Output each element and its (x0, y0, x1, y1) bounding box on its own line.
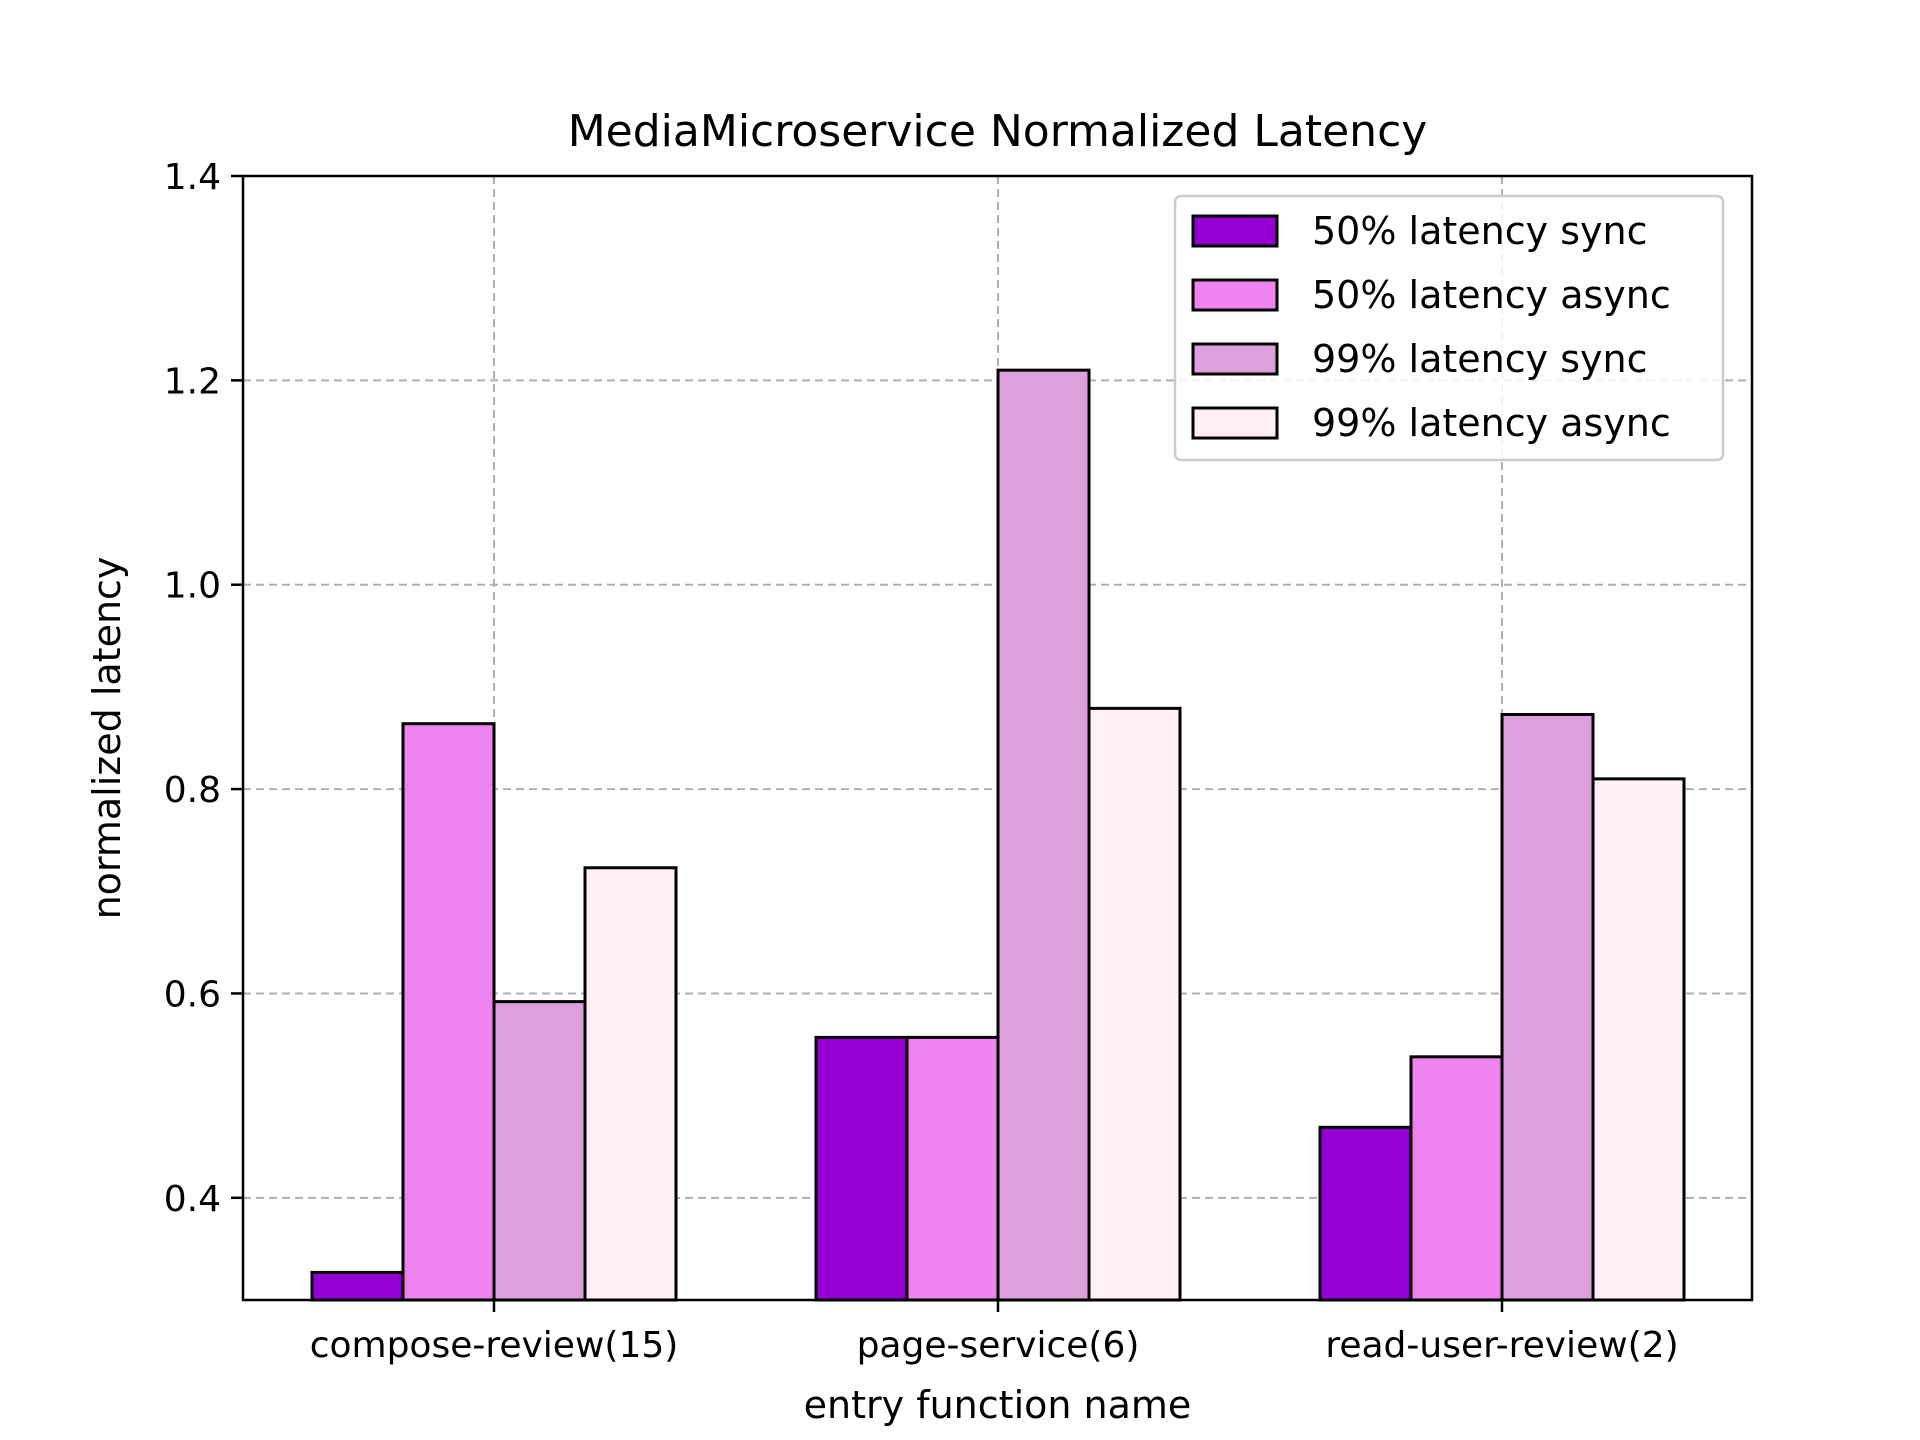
y-axis-label: normalized latency (85, 557, 129, 920)
bar (814, 1035, 909, 1302)
bar (1087, 706, 1182, 1302)
y-tick-label: 0.6 (164, 974, 221, 1015)
y-tick-label: 1.4 (164, 157, 221, 198)
bar (1409, 1055, 1504, 1302)
legend-swatch (1191, 214, 1279, 248)
bars (310, 368, 1686, 1302)
legend-label: 50% latency async (1312, 273, 1671, 317)
legend-swatch (1191, 406, 1279, 440)
bar (1591, 777, 1686, 1302)
chart-title: MediaMicroservice Normalized Latency (568, 106, 1428, 157)
legend-swatch (1191, 342, 1279, 376)
y-tick-label: 0.4 (164, 1179, 221, 1220)
x-tick-label: read-user-review(2) (1325, 1325, 1678, 1366)
legend-label: 50% latency sync (1312, 209, 1647, 253)
x-tick-label: compose-review(15) (310, 1325, 679, 1366)
bar (996, 368, 1091, 1302)
bar (1318, 1125, 1413, 1302)
bar (905, 1035, 1000, 1302)
bar (1500, 712, 1595, 1302)
legend-label: 99% latency sync (1312, 337, 1647, 381)
y-tick-label: 1.2 (164, 361, 221, 402)
y-tick-label: 0.8 (164, 770, 221, 811)
legend-swatch (1191, 278, 1279, 312)
y-tick-label: 1.0 (164, 566, 221, 607)
bar (401, 722, 496, 1302)
legend-box (1173, 194, 1725, 462)
x-tick-label: page-service(6) (857, 1325, 1140, 1366)
bar (310, 1270, 405, 1302)
bar (492, 1000, 587, 1302)
legend: 50% latency sync 50% latency async 99% lat… (1173, 194, 1725, 462)
axis-ticks: 0.4 0.6 0.8 1.0 1.2 1.4 compose-review(15) page… (164, 157, 1679, 1366)
bar (583, 866, 678, 1302)
x-axis-label: entry function name (804, 1383, 1192, 1427)
legend-label: 99% latency async (1312, 401, 1671, 445)
